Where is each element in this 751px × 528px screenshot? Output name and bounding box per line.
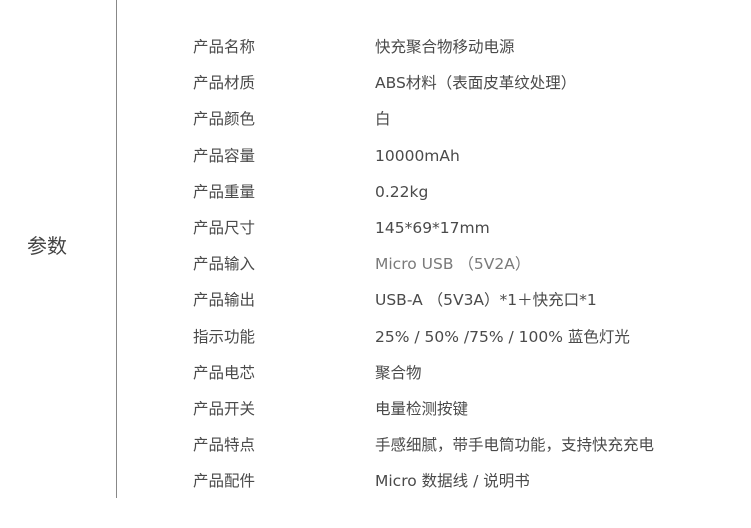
section-title: 参数 — [27, 234, 67, 258]
spec-value: USB-A （5V3A）*1＋快充口*1 — [375, 291, 597, 310]
spec-value: 手感细腻，带手电筒功能，支持快充充电 — [375, 436, 655, 455]
spec-label: 产品材质 — [193, 74, 256, 93]
spec-value: 快充聚合物移动电源 — [375, 38, 515, 56]
divider-line — [116, 0, 117, 498]
spec-label: 产品颜色 — [193, 110, 256, 129]
spec-value: 白 — [375, 110, 391, 129]
spec-label: 指示功能 — [193, 327, 256, 346]
spec-label: 产品输入 — [193, 255, 256, 274]
spec-value: Micro USB （5V2A） — [375, 255, 531, 274]
spec-value: 聚合物 — [375, 363, 422, 382]
spec-value: 25% / 50% /75% / 100% 蓝色灯光 — [375, 327, 630, 346]
spec-label: 产品开关 — [193, 400, 256, 418]
spec-label: 产品电芯 — [193, 363, 256, 382]
spec-value: 0.22kg — [375, 182, 429, 201]
spec-value: Micro 数据线 / 说明书 — [375, 472, 530, 491]
spec-label: 产品尺寸 — [193, 219, 256, 237]
spec-label: 产品输出 — [193, 291, 256, 310]
spec-label: 产品配件 — [193, 472, 256, 491]
spec-value: ABS材料（表面皮革纹处理） — [375, 74, 577, 93]
spec-label: 产品重量 — [193, 182, 256, 201]
spec-value: 145*69*17mm — [375, 219, 490, 237]
spec-label: 产品名称 — [193, 38, 256, 56]
spec-value: 10000mAh — [375, 146, 460, 165]
spec-label: 产品特点 — [193, 436, 256, 455]
spec-value: 电量检测按键 — [375, 400, 469, 418]
spec-label: 产品容量 — [193, 146, 256, 165]
